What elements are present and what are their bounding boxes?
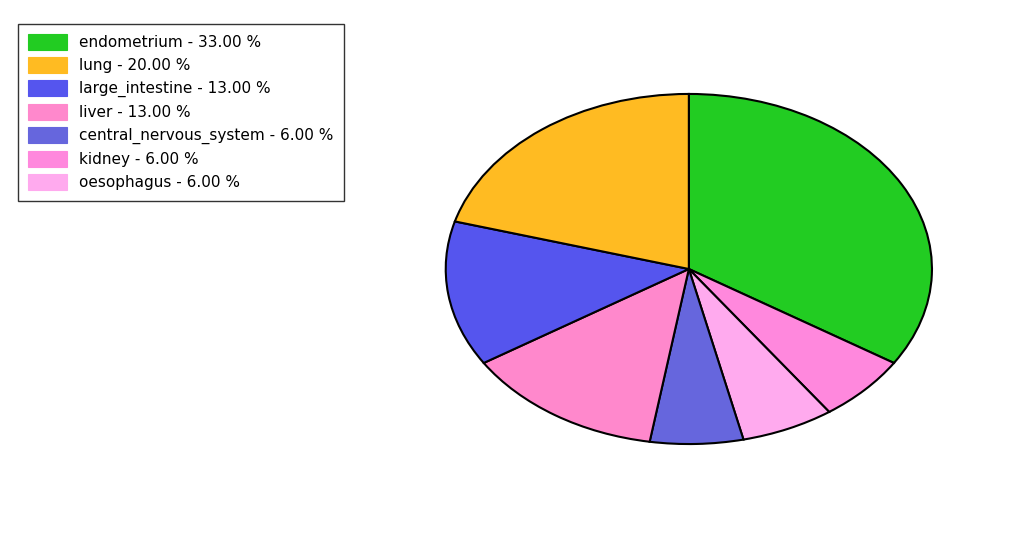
Wedge shape	[484, 269, 689, 442]
Legend: endometrium - 33.00 %, lung - 20.00 %, large_intestine - 13.00 %, liver - 13.00 : endometrium - 33.00 %, lung - 20.00 %, l…	[18, 24, 344, 201]
Wedge shape	[689, 269, 830, 440]
Wedge shape	[446, 222, 689, 363]
Wedge shape	[689, 94, 932, 363]
Wedge shape	[689, 269, 893, 412]
Wedge shape	[455, 94, 689, 269]
Wedge shape	[649, 269, 744, 444]
